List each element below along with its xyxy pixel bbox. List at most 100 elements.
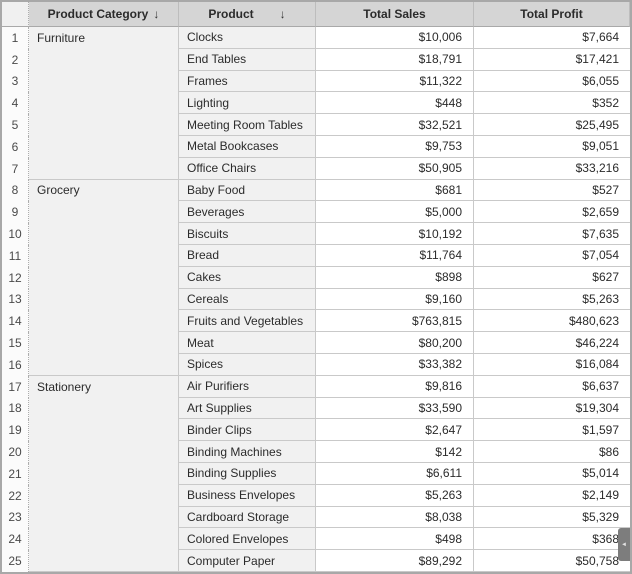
total-profit-cell[interactable]: $9,051 xyxy=(474,135,630,158)
total-sales-cell[interactable]: $681 xyxy=(316,179,474,202)
category-cell[interactable] xyxy=(29,506,179,529)
product-cell[interactable]: Art Supplies xyxy=(179,397,316,420)
total-profit-cell[interactable]: $19,304 xyxy=(474,397,630,420)
total-profit-cell[interactable]: $627 xyxy=(474,266,630,289)
total-sales-cell[interactable]: $5,263 xyxy=(316,484,474,507)
category-cell[interactable] xyxy=(29,92,179,115)
total-sales-cell[interactable]: $32,521 xyxy=(316,114,474,136)
total-sales-cell[interactable]: $33,590 xyxy=(316,397,474,420)
product-cell[interactable]: Biscuits xyxy=(179,223,316,245)
category-cell[interactable] xyxy=(29,201,179,224)
total-profit-cell[interactable]: $368 xyxy=(474,528,630,551)
total-sales-cell[interactable]: $448 xyxy=(316,92,474,115)
product-cell[interactable]: Metal Bookcases xyxy=(179,135,316,158)
category-cell[interactable]: Grocery xyxy=(29,179,179,202)
product-cell[interactable]: Lighting xyxy=(179,92,316,115)
total-profit-cell[interactable]: $7,664 xyxy=(474,27,630,49)
product-cell[interactable]: Business Envelopes xyxy=(179,484,316,507)
total-profit-cell[interactable]: $46,224 xyxy=(474,332,630,354)
product-cell[interactable]: Air Purifiers xyxy=(179,375,316,398)
category-cell[interactable] xyxy=(29,441,179,463)
product-cell[interactable]: Spices xyxy=(179,353,316,376)
category-cell[interactable] xyxy=(29,550,179,572)
category-cell[interactable] xyxy=(29,310,179,333)
column-header-total-sales[interactable]: Total Sales xyxy=(316,2,474,27)
total-profit-cell[interactable]: $33,216 xyxy=(474,157,630,180)
column-header-product-category[interactable]: Product Category ↓ xyxy=(29,2,179,27)
total-profit-cell[interactable]: $2,659 xyxy=(474,201,630,224)
total-sales-cell[interactable]: $9,160 xyxy=(316,288,474,311)
total-profit-cell[interactable]: $527 xyxy=(474,179,630,202)
total-profit-cell[interactable]: $5,014 xyxy=(474,462,630,485)
total-sales-cell[interactable]: $8,038 xyxy=(316,506,474,529)
product-cell[interactable]: Binder Clips xyxy=(179,419,316,442)
total-sales-cell[interactable]: $80,200 xyxy=(316,332,474,354)
product-cell[interactable]: Office Chairs xyxy=(179,157,316,180)
product-cell[interactable]: Binding Supplies xyxy=(179,462,316,485)
category-cell[interactable] xyxy=(29,528,179,551)
category-cell[interactable] xyxy=(29,462,179,485)
product-cell[interactable]: Meeting Room Tables xyxy=(179,114,316,136)
total-sales-cell[interactable]: $2,647 xyxy=(316,419,474,442)
total-sales-cell[interactable]: $18,791 xyxy=(316,48,474,71)
total-profit-cell[interactable]: $50,758 xyxy=(474,550,630,572)
total-profit-cell[interactable]: $6,055 xyxy=(474,70,630,93)
sort-descending-icon[interactable]: ↓ xyxy=(153,7,160,21)
total-profit-cell[interactable]: $25,495 xyxy=(474,114,630,136)
category-cell[interactable] xyxy=(29,266,179,289)
category-cell[interactable] xyxy=(29,397,179,420)
total-profit-cell[interactable]: $16,084 xyxy=(474,353,630,376)
category-cell[interactable] xyxy=(29,244,179,267)
product-cell[interactable]: Computer Paper xyxy=(179,550,316,572)
total-sales-cell[interactable]: $10,006 xyxy=(316,27,474,49)
total-sales-cell[interactable]: $898 xyxy=(316,266,474,289)
total-sales-cell[interactable]: $33,382 xyxy=(316,353,474,376)
product-cell[interactable]: Colored Envelopes xyxy=(179,528,316,551)
product-cell[interactable]: Fruits and Vegetables xyxy=(179,310,316,333)
category-cell[interactable] xyxy=(29,48,179,71)
category-cell[interactable] xyxy=(29,70,179,93)
category-cell[interactable] xyxy=(29,288,179,311)
total-sales-cell[interactable]: $11,322 xyxy=(316,70,474,93)
total-sales-cell[interactable]: $9,753 xyxy=(316,135,474,158)
product-cell[interactable]: Beverages xyxy=(179,201,316,224)
total-sales-cell[interactable]: $10,192 xyxy=(316,223,474,245)
total-sales-cell[interactable]: $763,815 xyxy=(316,310,474,333)
product-cell[interactable]: Cakes xyxy=(179,266,316,289)
total-sales-cell[interactable]: $50,905 xyxy=(316,157,474,180)
category-cell[interactable] xyxy=(29,157,179,180)
product-cell[interactable]: Meat xyxy=(179,332,316,354)
category-cell[interactable] xyxy=(29,223,179,245)
column-header-product[interactable]: Product ↓ xyxy=(179,2,316,27)
category-cell[interactable] xyxy=(29,484,179,507)
column-header-total-profit[interactable]: Total Profit xyxy=(474,2,630,27)
total-sales-cell[interactable]: $5,000 xyxy=(316,201,474,224)
total-profit-cell[interactable]: $17,421 xyxy=(474,48,630,71)
product-cell[interactable]: Frames xyxy=(179,70,316,93)
total-profit-cell[interactable]: $5,263 xyxy=(474,288,630,311)
total-profit-cell[interactable]: $2,149 xyxy=(474,484,630,507)
sort-descending-icon[interactable]: ↓ xyxy=(279,7,286,21)
total-profit-cell[interactable]: $5,329 xyxy=(474,506,630,529)
category-cell[interactable] xyxy=(29,114,179,136)
product-cell[interactable]: End Tables xyxy=(179,48,316,71)
total-sales-cell[interactable]: $9,816 xyxy=(316,375,474,398)
total-profit-cell[interactable]: $86 xyxy=(474,441,630,463)
category-cell[interactable] xyxy=(29,353,179,376)
product-cell[interactable]: Baby Food xyxy=(179,179,316,202)
product-cell[interactable]: Binding Machines xyxy=(179,441,316,463)
product-cell[interactable]: Clocks xyxy=(179,27,316,49)
total-sales-cell[interactable]: $142 xyxy=(316,441,474,463)
total-profit-cell[interactable]: $6,637 xyxy=(474,375,630,398)
category-cell[interactable]: Furniture xyxy=(29,27,179,49)
total-sales-cell[interactable]: $89,292 xyxy=(316,550,474,572)
total-profit-cell[interactable]: $7,635 xyxy=(474,223,630,245)
total-profit-cell[interactable]: $352 xyxy=(474,92,630,115)
total-sales-cell[interactable]: $6,611 xyxy=(316,462,474,485)
product-cell[interactable]: Bread xyxy=(179,244,316,267)
category-cell[interactable] xyxy=(29,332,179,354)
product-cell[interactable]: Cereals xyxy=(179,288,316,311)
product-cell[interactable]: Cardboard Storage xyxy=(179,506,316,529)
total-profit-cell[interactable]: $480,623 xyxy=(474,310,630,333)
total-sales-cell[interactable]: $11,764 xyxy=(316,244,474,267)
